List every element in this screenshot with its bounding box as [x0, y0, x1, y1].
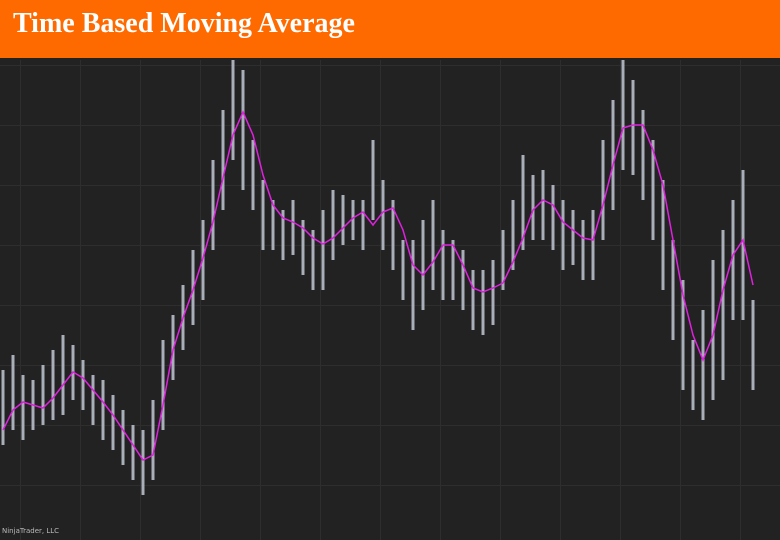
watermark: NinjaTrader, LLC	[2, 527, 60, 535]
moving-average-line	[2, 110, 754, 461]
plot-area	[0, 60, 780, 540]
chart	[1, 60, 755, 495]
header: Time Based Moving Average	[0, 0, 780, 58]
chart-title: Time Based Moving Average	[13, 8, 355, 39]
